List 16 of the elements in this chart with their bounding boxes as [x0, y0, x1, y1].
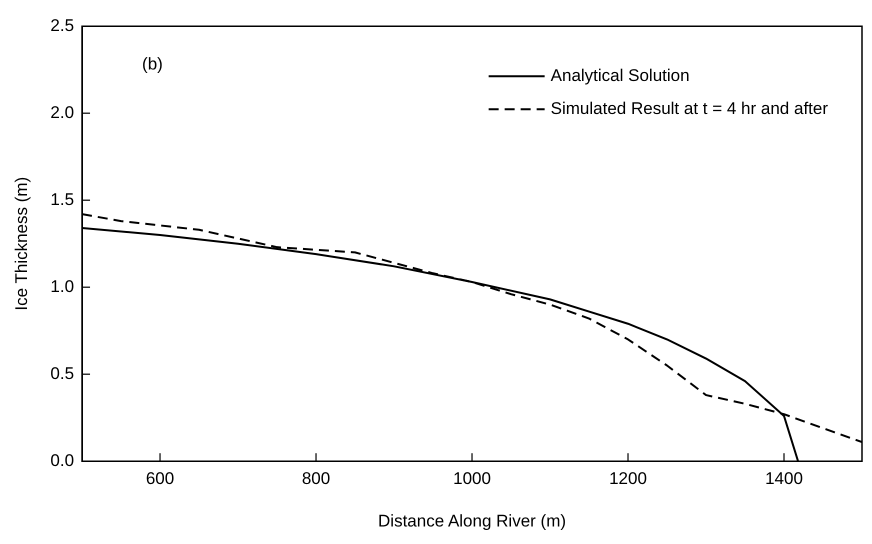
y-tick-label: 2.5 [50, 16, 74, 35]
x-tick-label: 1400 [765, 469, 803, 488]
y-tick-label: 1.5 [50, 190, 74, 209]
y-tick-label: 2.0 [50, 102, 74, 122]
annotation: (b) [142, 54, 163, 74]
y-tick-label: 0.5 [50, 364, 74, 383]
y-tick-label: 0.0 [50, 450, 74, 470]
x-tick-label: 600 [146, 469, 174, 488]
x-tick-label: 1200 [609, 469, 647, 488]
x-axis-title: Distance Along River (m) [378, 511, 566, 530]
y-tick-label: 1.0 [50, 276, 74, 296]
y-axis-title: Ice Thickness (m) [12, 176, 31, 311]
x-tick-label: 1000 [453, 469, 491, 488]
x-tick-label: 800 [302, 469, 330, 488]
legend-label: Analytical Solution [550, 66, 690, 85]
legend-label: Simulated Result at t = 4 hr and after [550, 98, 828, 118]
